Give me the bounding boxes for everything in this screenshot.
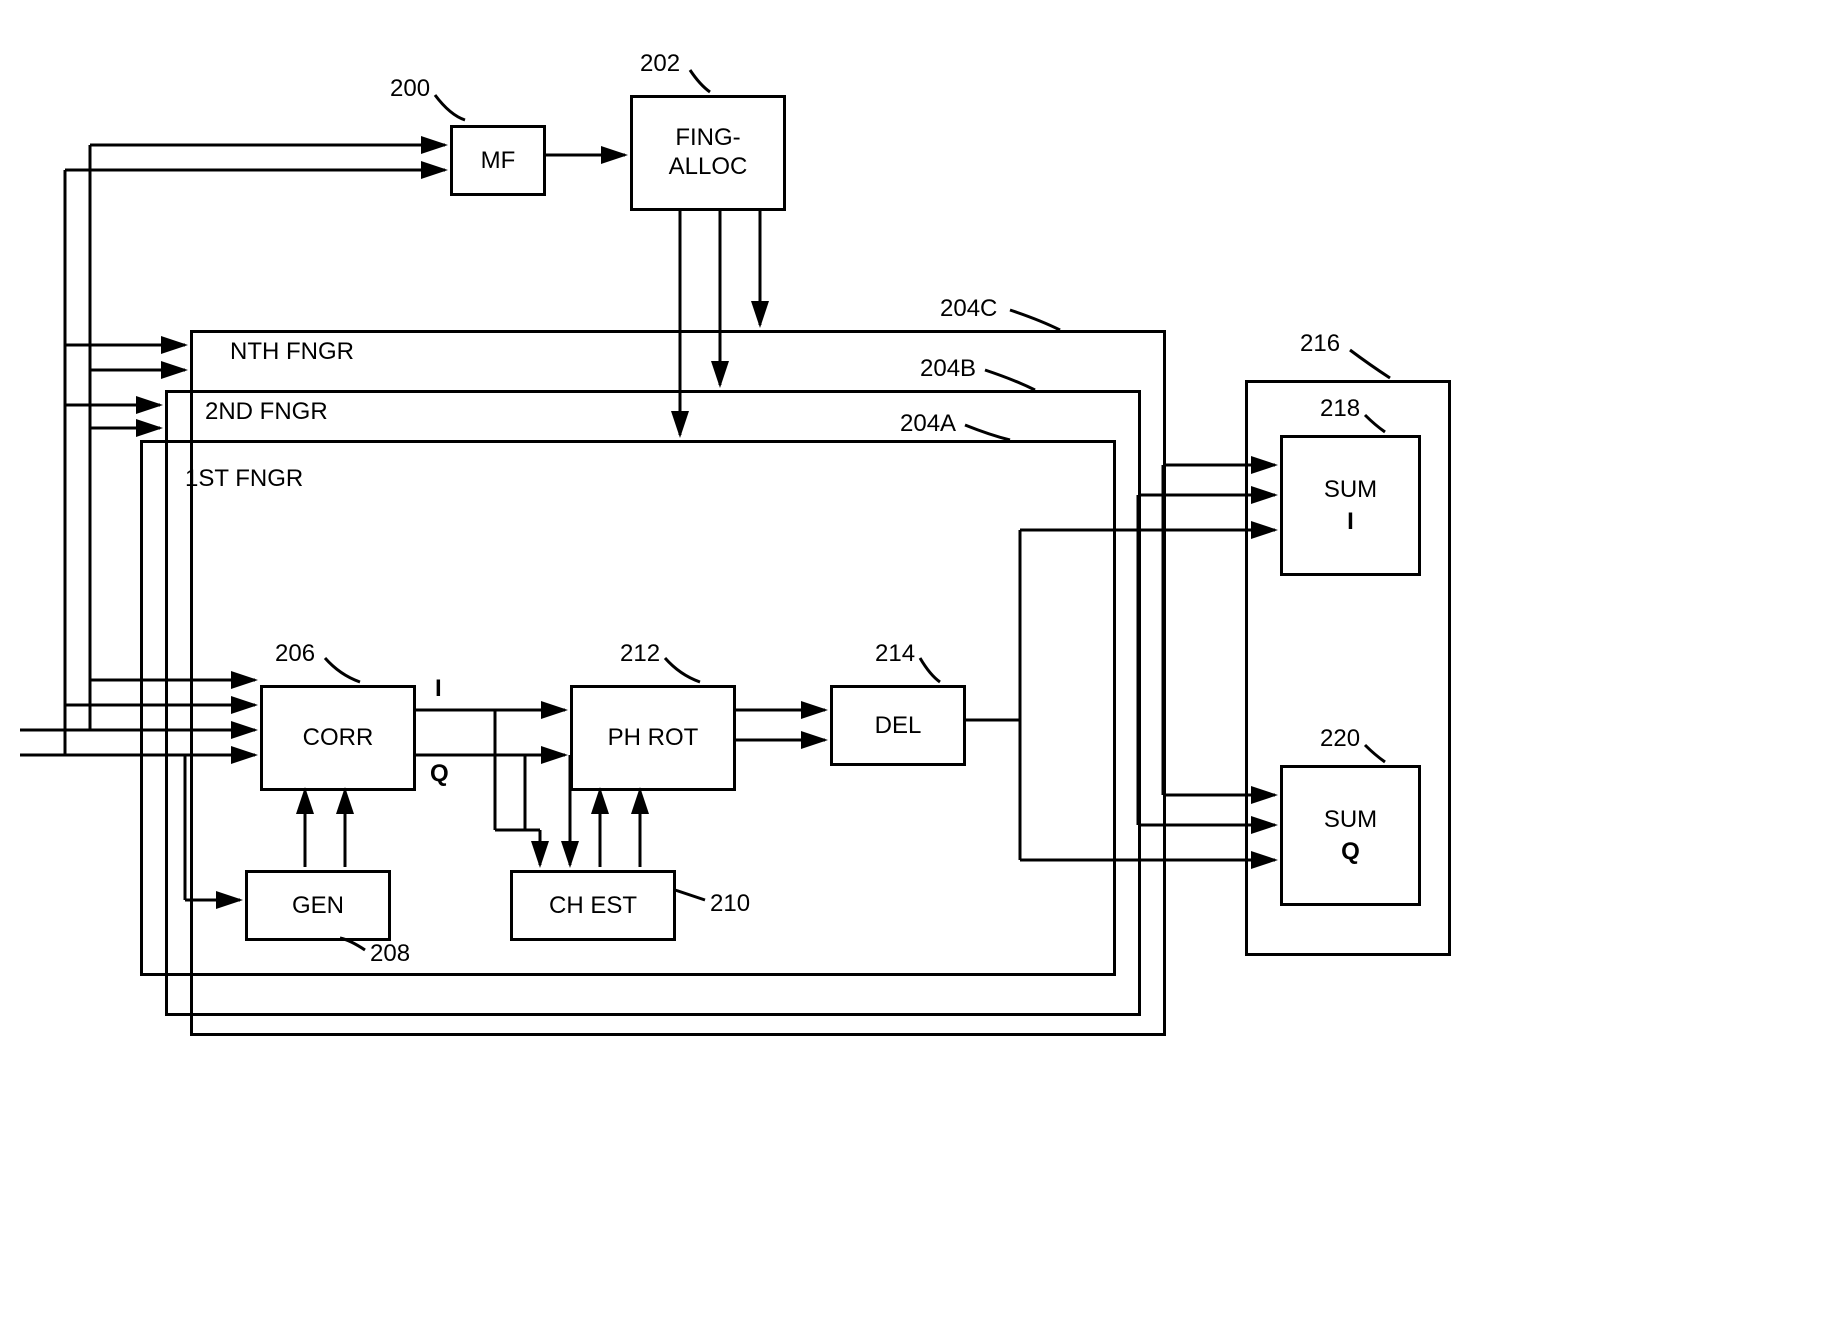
- fing-alloc-ref: 202: [640, 50, 680, 78]
- q-signal-label: Q: [430, 760, 449, 788]
- ph-rot-ref: 212: [620, 640, 660, 668]
- fngr-2nd-ref: 204B: [920, 355, 976, 383]
- fngr-nth-label: NTH FNGR: [230, 338, 354, 366]
- corr-ref: 206: [275, 640, 315, 668]
- fngr-1st-ref: 204A: [900, 410, 956, 438]
- fngr-nth-ref: 204C: [940, 295, 997, 323]
- ph-rot-block: PH ROT: [570, 685, 736, 791]
- sum-i-block: SUM I: [1280, 435, 1421, 576]
- mf-label: MF: [481, 147, 516, 175]
- sum-q-block: SUM Q: [1280, 765, 1421, 906]
- del-ref: 214: [875, 640, 915, 668]
- sum-container-ref: 216: [1300, 330, 1340, 358]
- mf-ref: 200: [390, 75, 430, 103]
- gen-ref: 208: [370, 940, 410, 968]
- sum-q-sub: Q: [1341, 836, 1360, 867]
- gen-label: GEN: [292, 892, 344, 920]
- mf-block: MF: [450, 125, 546, 196]
- fngr-2nd-label: 2ND FNGR: [205, 398, 328, 426]
- sum-i-label: SUM: [1324, 474, 1377, 505]
- ch-est-ref: 210: [710, 890, 750, 918]
- corr-label: CORR: [303, 724, 374, 752]
- fing-alloc-block: FING- ALLOC: [630, 95, 786, 211]
- fngr-1st-label: 1ST FNGR: [185, 465, 303, 493]
- sum-i-ref: 218: [1320, 395, 1360, 423]
- del-block: DEL: [830, 685, 966, 766]
- block-diagram: MF 200 FING- ALLOC 202 NTH FNGR 204C 2ND…: [20, 20, 1520, 1120]
- i-signal-label: I: [435, 675, 442, 703]
- corr-block: CORR: [260, 685, 416, 791]
- ch-est-block: CH EST: [510, 870, 676, 941]
- sum-i-sub: I: [1347, 506, 1354, 537]
- sum-q-ref: 220: [1320, 725, 1360, 753]
- fing-alloc-label: FING- ALLOC: [669, 124, 748, 182]
- del-label: DEL: [875, 712, 922, 740]
- sum-q-label: SUM: [1324, 804, 1377, 835]
- gen-block: GEN: [245, 870, 391, 941]
- ch-est-label: CH EST: [549, 892, 637, 920]
- ph-rot-label: PH ROT: [608, 724, 699, 752]
